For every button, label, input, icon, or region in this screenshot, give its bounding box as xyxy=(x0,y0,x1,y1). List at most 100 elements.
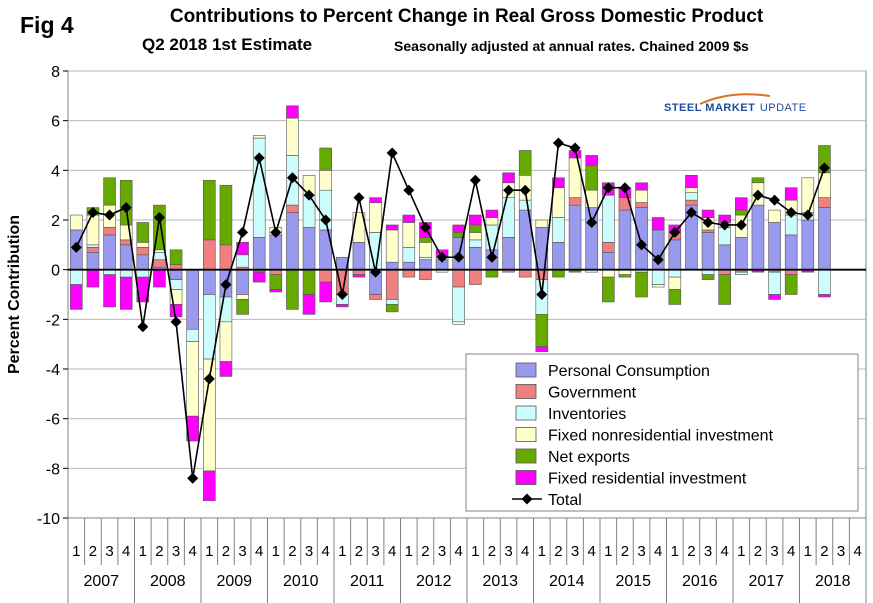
bar-segment-government xyxy=(518,269,532,278)
total-point xyxy=(419,221,431,233)
bar-segment-net_exports xyxy=(153,204,166,251)
year-label: 2011 xyxy=(350,573,385,590)
figure-label: Fig 4 xyxy=(20,12,74,38)
bar-segment-government xyxy=(635,202,648,208)
year-label: 2008 xyxy=(150,573,186,590)
bar-segment-fixed_nonres xyxy=(70,214,83,231)
total-point xyxy=(70,241,82,253)
bar-segment-personal xyxy=(701,232,715,270)
bar-segment-fixed_nonres xyxy=(219,321,233,362)
bar-segment-residential xyxy=(169,304,183,318)
total-point xyxy=(652,254,664,266)
total-point xyxy=(203,373,215,385)
total-point xyxy=(403,184,415,196)
bar-segment-fixed_nonres xyxy=(635,189,648,203)
legend-swatch-residential xyxy=(515,470,537,485)
bar-segment-inventories xyxy=(818,269,831,295)
legend-label: Fixed residential investment xyxy=(548,471,747,488)
total-point xyxy=(336,289,348,300)
total-point xyxy=(253,152,265,164)
bar-segment-net_exports xyxy=(784,274,798,295)
bar-segment-inventories xyxy=(735,271,748,275)
quarter-label: 1 xyxy=(338,543,346,560)
legend-label: Personal Consumption xyxy=(548,363,710,380)
quarter-label: 1 xyxy=(804,543,812,560)
bar-segment-net_exports xyxy=(385,304,399,313)
bar-segment-net_exports xyxy=(535,314,549,347)
quarter-label: 4 xyxy=(322,543,330,560)
bar-segment-personal xyxy=(252,237,266,270)
bar-segment-inventories xyxy=(518,199,532,211)
bar-segment-personal xyxy=(552,242,565,270)
quarter-label: 1 xyxy=(405,543,413,560)
quarter-label: 4 xyxy=(654,543,662,560)
bar-segment-residential xyxy=(469,214,482,226)
bar-segment-residential xyxy=(385,224,399,231)
bar-segment-net_exports xyxy=(735,209,748,216)
bar-segment-personal xyxy=(236,269,249,295)
quarter-label: 1 xyxy=(139,543,147,560)
bar-segment-personal xyxy=(718,244,731,270)
year-label: 2009 xyxy=(216,573,252,590)
chart-title: Contributions to Percent Change in Real … xyxy=(169,6,764,27)
total-point xyxy=(503,184,515,196)
logo-text-bold: STEEL MARKET xyxy=(664,102,756,114)
bar-segment-inventories xyxy=(469,239,482,248)
y-tick-label: -8 xyxy=(46,461,60,478)
bar-segment-fixed_nonres xyxy=(485,217,499,226)
bar-segment-residential xyxy=(302,294,316,315)
bar-segment-fixed_nonres xyxy=(186,341,199,417)
quarter-label: 2 xyxy=(621,543,629,560)
y-tick-label: -6 xyxy=(46,412,60,429)
quarter-label: 1 xyxy=(737,543,745,560)
bar-segment-personal xyxy=(751,204,765,270)
year-label: 2013 xyxy=(482,573,518,590)
total-point xyxy=(153,212,165,224)
bar-segment-residential xyxy=(701,209,715,218)
bar-segment-inventories xyxy=(502,197,515,238)
total-point xyxy=(769,194,781,206)
bar-segment-fixed_nonres xyxy=(685,187,698,193)
bar-segment-personal xyxy=(119,244,133,270)
total-point xyxy=(719,219,731,231)
bar-segment-personal xyxy=(186,269,199,330)
bar-segment-personal xyxy=(419,259,432,270)
bar-segment-residential xyxy=(319,281,332,303)
total-point xyxy=(320,214,332,226)
quarter-label: 3 xyxy=(770,543,778,560)
bar-segment-residential xyxy=(685,175,698,189)
bar-segment-net_exports xyxy=(668,289,682,305)
bar-segment-government xyxy=(319,269,332,283)
year-label: 2014 xyxy=(549,573,585,590)
legend-label: Total xyxy=(548,492,582,509)
total-point xyxy=(286,172,298,184)
quarter-label: 4 xyxy=(521,543,529,560)
bar-segment-inventories xyxy=(86,244,100,248)
bar-segment-government xyxy=(369,294,382,300)
bar-segment-fixed_nonres xyxy=(236,294,249,300)
total-point xyxy=(702,216,714,228)
quarter-label: 2 xyxy=(554,543,562,560)
quarter-label: 3 xyxy=(371,543,379,560)
bar-segment-inventories xyxy=(153,251,166,261)
total-point xyxy=(436,251,448,263)
bar-segment-personal xyxy=(735,237,748,270)
year-label: 2016 xyxy=(682,573,718,590)
bar-segment-residential xyxy=(768,294,781,300)
bar-segment-government xyxy=(602,242,615,253)
bar-segment-inventories xyxy=(402,247,416,263)
quarter-label: 4 xyxy=(122,543,130,560)
total-point xyxy=(87,207,99,219)
year-label: 2015 xyxy=(615,573,651,590)
bar-segment-government xyxy=(402,269,416,278)
total-point xyxy=(469,174,481,186)
bar-segment-net_exports xyxy=(286,269,299,310)
bar-segment-residential xyxy=(70,284,83,310)
quarter-label: 1 xyxy=(671,543,679,560)
quarter-label: 4 xyxy=(721,543,729,560)
total-point xyxy=(785,207,797,219)
bar-segment-inventories xyxy=(203,294,216,360)
bar-segment-fixed_nonres xyxy=(286,117,299,156)
bar-segment-inventories xyxy=(768,271,781,295)
bar-segment-residential xyxy=(86,269,100,288)
